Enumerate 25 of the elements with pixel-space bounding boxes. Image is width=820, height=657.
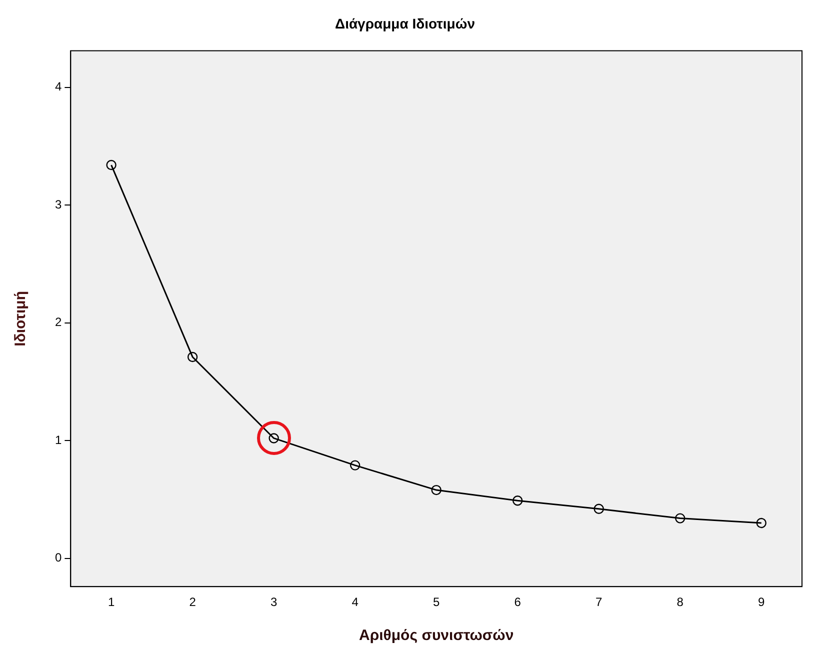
y-tick-label: 1 [54, 432, 62, 447]
point [187, 352, 198, 362]
x-tick-label: 4 [352, 595, 359, 610]
point [675, 513, 686, 524]
y-tick-label: 4 [54, 80, 62, 94]
chart-title: Διάγραμμα Ιδιοτιμών [335, 15, 476, 32]
x-tick-label: 7 [596, 595, 603, 610]
x-axis-title: Αριθμός συνιστωσών [358, 627, 514, 644]
point [106, 160, 116, 170]
x-tick-label: 8 [676, 595, 684, 610]
point [594, 504, 604, 514]
y-tick-label: 3 [54, 197, 62, 212]
point [512, 496, 523, 506]
x-tick-label: 3 [270, 595, 278, 610]
y-tick-label: 0 [54, 550, 62, 565]
y-axis-title: Ιδιοτιμή [12, 291, 30, 346]
point [431, 484, 442, 496]
x-tick-label: 5 [432, 595, 440, 610]
point [350, 460, 360, 470]
x-tick-label: 1 [108, 595, 115, 610]
x-tick-label: 6 [514, 595, 522, 610]
x-tick-label: 9 [758, 595, 766, 610]
y-tick-label: 2 [54, 315, 62, 330]
x-tick-label: 2 [189, 595, 196, 610]
point [756, 518, 766, 528]
